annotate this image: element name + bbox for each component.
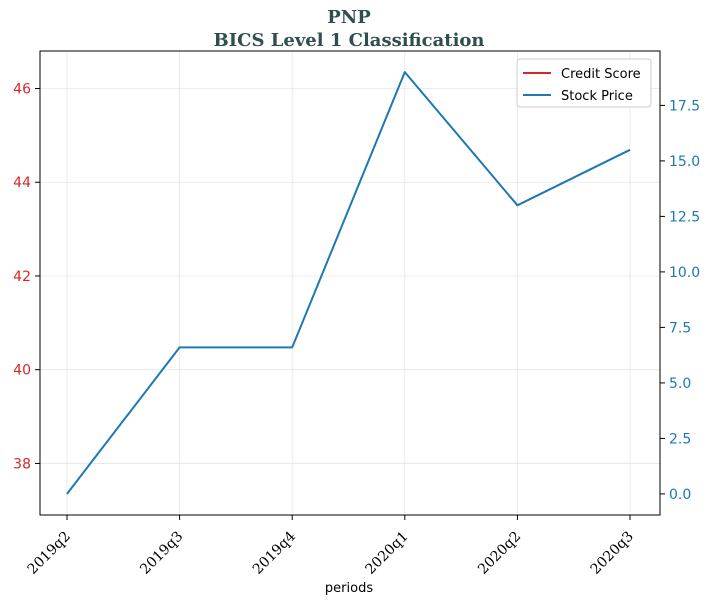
plot-frame	[39, 50, 661, 516]
legend-label-stock-price: Stock Price	[561, 89, 633, 104]
grid	[40, 51, 660, 515]
left-tick-label: 42	[13, 269, 31, 285]
series-line-stock-price	[66, 71, 631, 495]
left-y-axis: 38 40 42 44 46	[13, 81, 40, 472]
left-tick-label: 38	[13, 456, 31, 472]
x-tick-label: 2019q3	[137, 529, 186, 578]
x-tick-label: 2019q2	[25, 529, 74, 578]
x-tick-label: 2020q3	[588, 529, 637, 578]
right-tick-label: 17.5	[669, 98, 700, 114]
right-tick-label: 5.0	[669, 376, 691, 392]
legend: Credit Score Stock Price	[516, 58, 652, 108]
legend-label-credit-score: Credit Score	[561, 67, 641, 82]
series-layer	[66, 71, 631, 495]
right-tick-label: 12.5	[669, 209, 700, 225]
right-tick-label: 2.5	[669, 431, 691, 447]
x-axis: 2019q2 2019q3 2019q4 2020q1 2020q2 2020q3	[25, 515, 637, 578]
chart-title: PNP	[327, 7, 371, 28]
x-tick-label: 2020q2	[475, 529, 524, 578]
right-tick-label: 7.5	[669, 320, 691, 336]
right-tick-label: 10.0	[669, 265, 700, 281]
left-tick-label: 40	[13, 363, 31, 379]
x-axis-label: periods	[325, 581, 373, 596]
x-tick-label: 2020q1	[362, 529, 411, 578]
left-tick-label: 46	[13, 81, 31, 97]
right-y-axis: 0.0 2.5 5.0 7.5 10.0 12.5 15.0 17.5	[660, 98, 700, 503]
right-tick-label: 15.0	[669, 154, 700, 170]
left-tick-label: 44	[13, 175, 31, 191]
right-tick-label: 0.0	[669, 487, 691, 503]
x-tick-label: 2019q4	[250, 528, 299, 577]
chart-subtitle: BICS Level 1 Classification	[213, 30, 484, 51]
